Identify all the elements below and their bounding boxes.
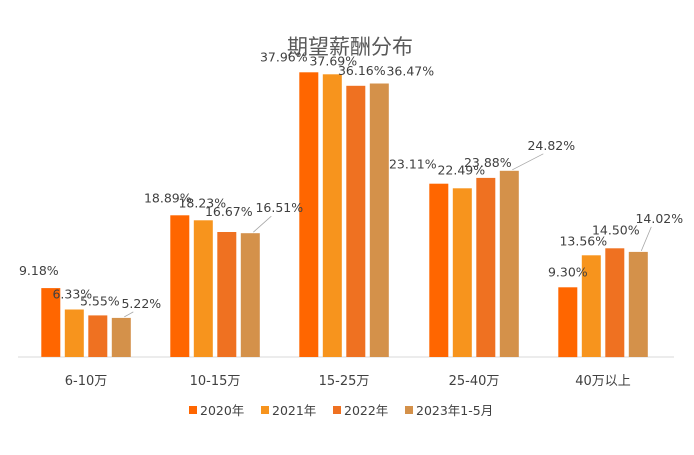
legend-swatch [333, 406, 341, 414]
data-label: 23.88% [464, 155, 512, 170]
bar [476, 177, 496, 357]
bar [217, 232, 237, 357]
bar [88, 315, 108, 357]
data-label: 9.30% [548, 264, 588, 279]
legend-label: 2020年 [200, 403, 244, 418]
data-label: 36.47% [386, 64, 434, 79]
data-label: 5.22% [121, 296, 161, 311]
data-label: 18.23% [178, 195, 226, 210]
legend: 2020年 2021年 2022年 2023年1-5月 [189, 403, 493, 418]
legend-swatch [189, 406, 197, 414]
data-label: 14.02% [635, 211, 683, 226]
data-label: 36.16% [338, 63, 386, 78]
bar [346, 85, 366, 358]
data-label: 18.89% [144, 190, 192, 205]
bar [193, 220, 213, 357]
bar [558, 287, 578, 358]
leader-line [640, 226, 652, 252]
bar [299, 72, 319, 358]
category-labels-group: 6-10万 10-15万 15-25万 25-40万 40万以上 [65, 374, 631, 389]
bar [581, 255, 601, 357]
bars-group [41, 72, 648, 358]
chart-title: 期望薪酬分布 [287, 35, 413, 59]
data-label: 9.18% [19, 263, 59, 278]
bar [322, 74, 342, 358]
bar [429, 183, 449, 357]
bar [452, 188, 472, 357]
data-label: 22.49% [437, 162, 485, 177]
bar [605, 248, 625, 358]
data-label: 14.50% [592, 222, 640, 237]
data-label: 37.96% [260, 49, 308, 64]
data-label: 24.82% [527, 138, 575, 153]
category-label: 25-40万 [449, 374, 500, 389]
bar [111, 317, 131, 357]
bar [170, 215, 190, 357]
legend-label: 2021年 [272, 403, 316, 418]
legend-label: 2023年1-5月 [416, 403, 493, 418]
data-label: 6.33% [52, 287, 92, 302]
category-label: 15-25万 [319, 374, 370, 389]
leader-line [512, 153, 544, 171]
category-label: 10-15万 [190, 374, 241, 389]
legend-label: 2022年 [344, 403, 388, 418]
data-label: 23.11% [389, 157, 437, 172]
data-label: 16.67% [205, 204, 253, 219]
bar [369, 83, 389, 357]
leader-line [124, 311, 134, 318]
bar [628, 251, 648, 357]
bar [41, 288, 61, 357]
bar [240, 233, 260, 357]
data-label: 16.51% [255, 200, 303, 215]
data-label: 13.56% [559, 233, 607, 248]
data-label: 37.69% [309, 53, 357, 68]
bar [64, 309, 84, 357]
legend-swatch [261, 406, 269, 414]
bar [499, 170, 519, 357]
leader-lines-group [124, 153, 652, 318]
legend-swatch [405, 406, 413, 414]
category-label: 40万以上 [575, 374, 631, 389]
leader-line [253, 215, 272, 233]
category-label: 6-10万 [65, 374, 108, 389]
data-label: 5.55% [80, 293, 120, 308]
data-labels-group: 9.18% 6.33%5.55% 5.22% 18.89%18.23%16.67% 16… [19, 49, 683, 311]
